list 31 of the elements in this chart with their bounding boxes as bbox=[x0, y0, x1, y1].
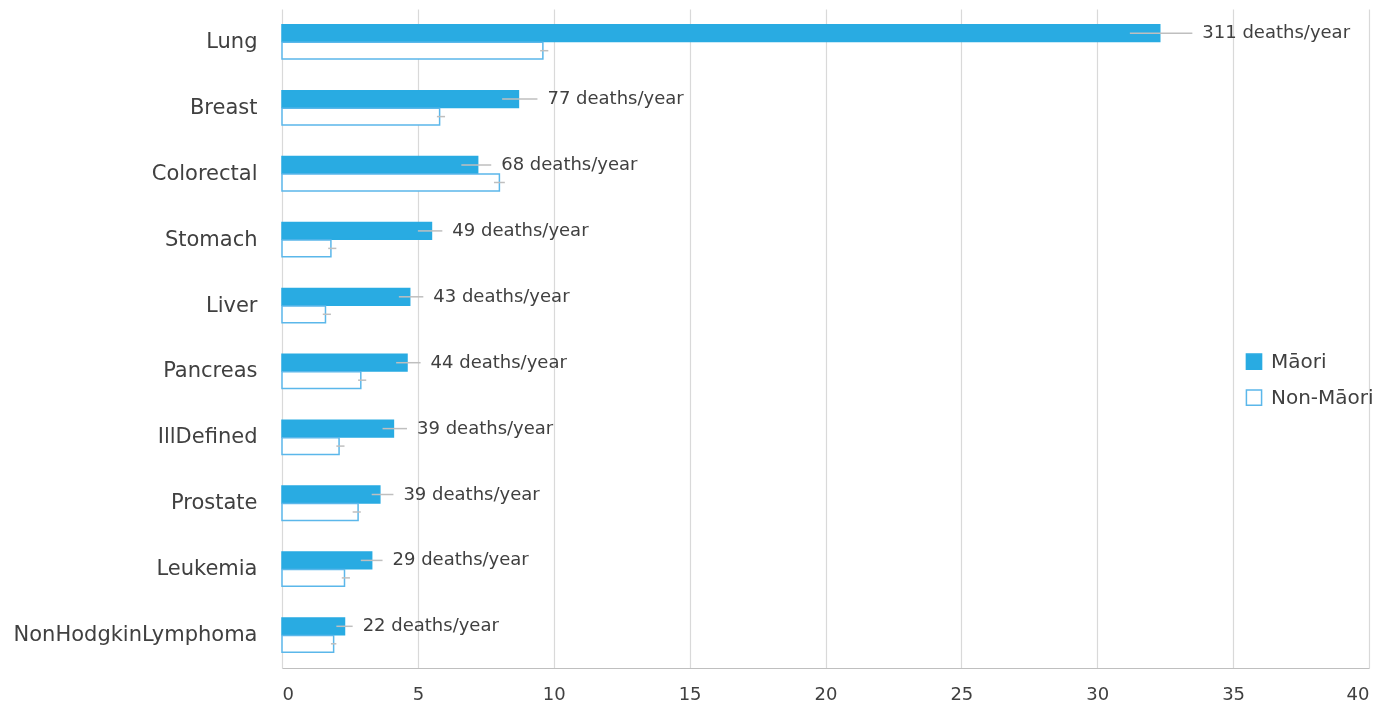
legend-label: Māori bbox=[1270, 348, 1327, 373]
y-tick-label: Pancreas bbox=[163, 358, 258, 383]
y-tick-label: Stomach bbox=[164, 226, 258, 251]
y-tick-label: Leukemia bbox=[156, 556, 258, 581]
annotation: 39 deaths/year bbox=[403, 482, 541, 504]
y-tick-label: NonHodgkinLymphoma bbox=[13, 622, 258, 647]
annotation: 311 deaths/year bbox=[1202, 21, 1351, 43]
y-tick-label: Liver bbox=[205, 292, 258, 317]
x-tick-label: 40 bbox=[1346, 682, 1370, 704]
y-tick-label: Colorectal bbox=[151, 160, 258, 185]
y-tick-label: Prostate bbox=[170, 490, 258, 515]
y-tick-label: Lung bbox=[206, 28, 258, 53]
x-tick-label: 0 bbox=[282, 682, 294, 704]
annotation: 44 deaths/year bbox=[430, 350, 568, 372]
annotation: 29 deaths/year bbox=[392, 548, 530, 570]
legend-label: Non-Māori bbox=[1270, 384, 1374, 409]
y-tick-label: Breast bbox=[189, 94, 258, 119]
x-tick-label: 20 bbox=[814, 682, 838, 704]
annotation: 22 deaths/year bbox=[362, 614, 500, 636]
annotation: 68 deaths/year bbox=[501, 153, 639, 175]
annotation: 77 deaths/year bbox=[547, 87, 685, 109]
x-tick-label: 35 bbox=[1222, 682, 1246, 704]
annotation: 49 deaths/year bbox=[452, 218, 590, 240]
annotation: 43 deaths/year bbox=[433, 284, 571, 306]
x-tick-label: 10 bbox=[542, 682, 566, 704]
y-tick-label: IllDefined bbox=[157, 424, 258, 449]
x-tick-label: 25 bbox=[950, 682, 974, 704]
x-tick-label: 30 bbox=[1086, 682, 1110, 704]
annotation: 39 deaths/year bbox=[417, 416, 554, 438]
x-tick-label: 5 bbox=[412, 682, 425, 704]
x-tick-label: 15 bbox=[678, 682, 702, 704]
